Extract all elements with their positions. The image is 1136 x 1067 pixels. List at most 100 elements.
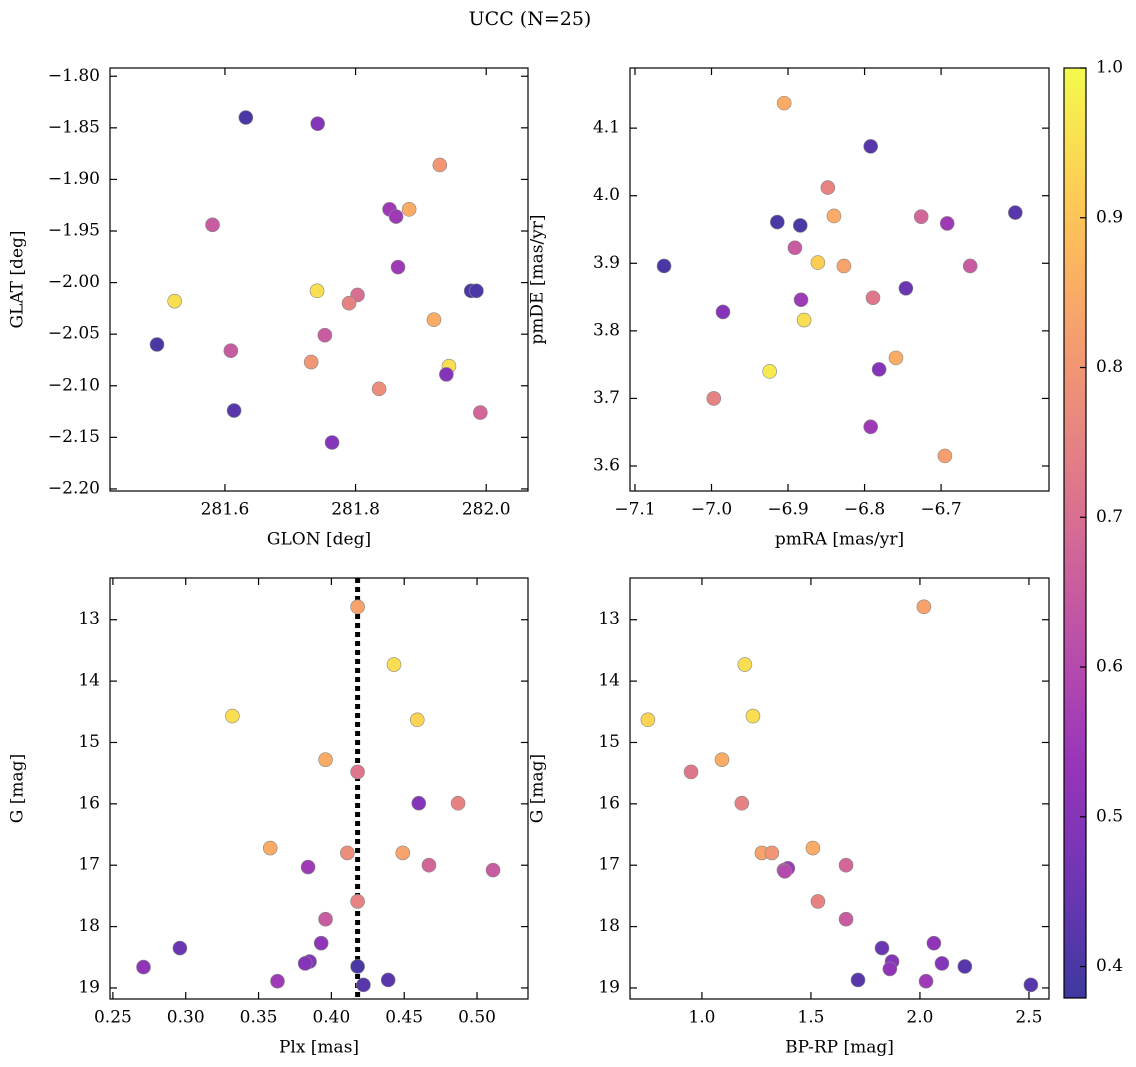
scatter-point	[962, 258, 978, 274]
x-tick-label: 0.30	[167, 1008, 205, 1028]
scatter-point	[888, 350, 904, 366]
scatter-point	[882, 961, 898, 977]
scatter-point	[777, 864, 793, 879]
scatter-point	[297, 956, 313, 971]
scatter-point	[340, 845, 355, 861]
scatter-point	[356, 977, 371, 993]
x-tick-label: −7.0	[691, 500, 732, 520]
x-tick-label: −6.9	[767, 500, 808, 520]
figure-title: UCC (N=25)	[469, 8, 592, 30]
plot-frame	[629, 67, 1050, 492]
y-tick-label: 3.7	[593, 388, 620, 408]
scatter-point	[313, 935, 329, 951]
scatter-point	[205, 217, 220, 233]
scatter-point	[350, 894, 365, 909]
scatter-point	[918, 973, 934, 989]
x-axis-label: pmRA [mas/yr]	[775, 530, 904, 550]
colorbar-tick-label: 0.9	[1096, 207, 1123, 227]
scatter-point	[796, 312, 812, 328]
scatter-point	[262, 840, 278, 856]
y-axis-label: G [mag]	[8, 754, 28, 823]
scatter-point	[270, 973, 285, 989]
scatter-point	[863, 139, 878, 154]
scatter-point	[380, 972, 396, 988]
scatter-point	[706, 391, 722, 406]
scatter-point	[390, 259, 406, 275]
y-axis-label: pmDE [mas/yr]	[528, 214, 548, 344]
y-tick-label: −2.00	[48, 272, 100, 292]
y-tick-label: −2.15	[48, 427, 100, 447]
scatter-point	[820, 180, 836, 195]
x-tick-label: 0.35	[240, 1008, 278, 1028]
x-tick-label: 282.0	[462, 500, 511, 520]
scatter-point	[223, 343, 239, 358]
scatter-point	[386, 657, 402, 672]
scatter-point	[762, 364, 777, 379]
x-axis-label: Plx [mas]	[279, 1038, 359, 1058]
x-tick-label: 281.6	[201, 500, 250, 520]
y-tick-label: 3.8	[593, 320, 620, 340]
scatter-point	[432, 157, 448, 173]
scatter-point	[810, 255, 826, 270]
y-tick-label: 14	[78, 671, 100, 691]
x-tick-label: 2.0	[906, 1008, 933, 1028]
scatter-point	[871, 362, 887, 377]
scatter-point	[469, 283, 484, 299]
x-tick-label: −6.8	[844, 500, 885, 520]
x-tick-label: 0.45	[385, 1008, 423, 1028]
scatter-point	[388, 209, 404, 224]
scatter-point	[805, 840, 821, 856]
scatter-point	[916, 599, 932, 615]
scatter-point	[850, 972, 866, 988]
y-tick-label: 17	[78, 855, 100, 875]
colorbar-tick-label: 0.5	[1096, 806, 1123, 826]
colorbar-tick-label: 0.4	[1096, 956, 1123, 976]
plot-frame	[109, 577, 529, 1000]
scatter-point	[395, 845, 411, 861]
scatter-point	[401, 202, 417, 217]
colorbar	[1063, 67, 1087, 999]
y-tick-label: 15	[598, 732, 620, 752]
colorbar-tick-label: 0.8	[1096, 357, 1123, 377]
scatter-point	[770, 214, 785, 230]
scatter-point	[838, 911, 854, 927]
scatter-point	[937, 448, 953, 464]
y-tick-label: 19	[598, 977, 620, 997]
scatter-point	[810, 894, 826, 909]
scatter-point	[371, 381, 387, 397]
scatter-point	[350, 764, 365, 780]
y-tick-label: 15	[78, 732, 100, 752]
y-tick-label: 4.1	[593, 118, 620, 138]
scatter-point	[136, 959, 151, 975]
scatter-point	[838, 857, 854, 873]
x-tick-label: −7.1	[614, 500, 655, 520]
scatter-point	[473, 405, 488, 420]
y-tick-label: −1.95	[48, 221, 100, 241]
x-tick-label: 1.5	[797, 1008, 824, 1028]
scatter-point	[793, 292, 809, 308]
scatter-point	[238, 110, 254, 125]
scatter-point	[714, 752, 730, 767]
scatter-point	[350, 959, 365, 974]
scatter-point	[734, 795, 750, 811]
y-tick-label: 14	[598, 671, 620, 691]
scatter-point	[865, 290, 881, 306]
y-tick-label: 19	[78, 977, 100, 997]
y-tick-label: 16	[78, 793, 100, 813]
scatter-point	[939, 216, 955, 231]
scatter-point	[863, 419, 878, 435]
x-tick-label: −6.7	[920, 500, 961, 520]
scatter-point	[300, 859, 316, 875]
scatter-point	[787, 240, 803, 256]
y-tick-label: 4.0	[593, 185, 620, 205]
y-tick-label: −1.80	[48, 66, 100, 86]
scatter-point	[776, 95, 792, 111]
scatter-point	[874, 940, 890, 956]
scatter-point	[421, 857, 437, 873]
scatter-point	[317, 327, 333, 343]
scatter-point	[303, 354, 319, 370]
y-tick-label: −1.90	[48, 169, 100, 189]
scatter-point	[683, 764, 699, 780]
y-axis-label: G [mag]	[528, 754, 548, 823]
